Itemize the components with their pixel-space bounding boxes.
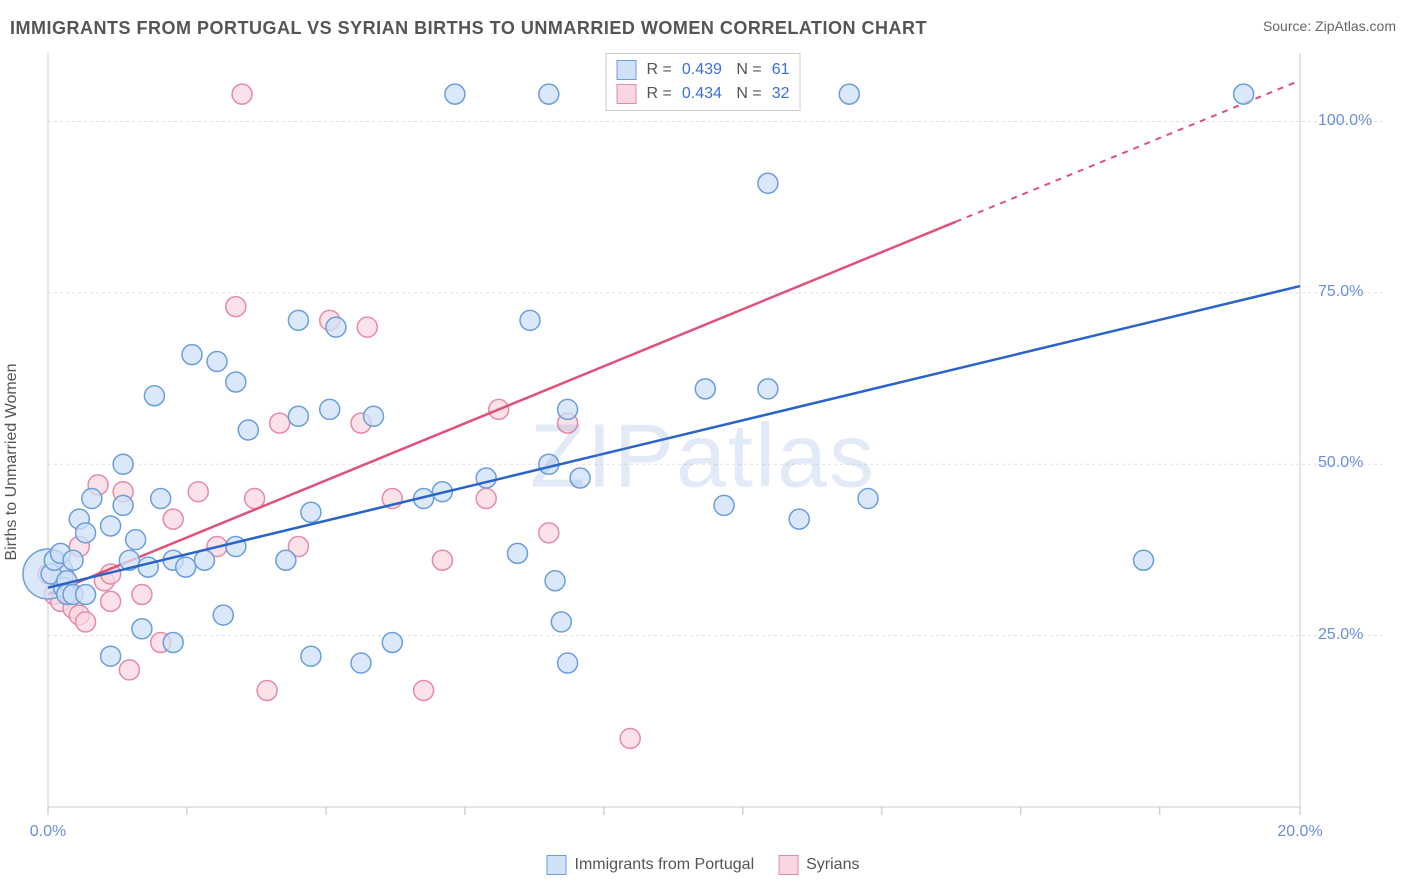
y-axis-label: Births to Unmarried Women [3, 363, 21, 560]
axis-tick-label: 20.0% [1277, 823, 1322, 841]
chart-title: IMMIGRANTS FROM PORTUGAL VS SYRIAN BIRTH… [10, 18, 927, 39]
corr-row-syrian: R = 0.434 N = 32 [617, 82, 790, 106]
legend-item-portugal: Immigrants from Portugal [547, 855, 755, 875]
source-name: ZipAtlas.com [1315, 18, 1396, 34]
r-label: R = [647, 61, 672, 79]
swatch-portugal [617, 60, 637, 80]
axis-tick-label: 100.0% [1318, 112, 1372, 130]
correlation-legend: R = 0.439 N = 61 R = 0.434 N = 32 [606, 53, 801, 111]
scatter-plot-svg [0, 47, 1406, 877]
legend-item-syrian: Syrians [778, 855, 859, 875]
r-label: R = [647, 85, 672, 103]
n-label: N = [732, 61, 762, 79]
n-label: N = [732, 85, 762, 103]
swatch-syrian [778, 855, 798, 875]
corr-row-portugal: R = 0.439 N = 61 [617, 58, 790, 82]
source-label: Source: [1263, 18, 1315, 34]
axis-tick-label: 25.0% [1318, 626, 1363, 644]
source-attribution: Source: ZipAtlas.com [1263, 18, 1396, 34]
axis-tick-label: 50.0% [1318, 454, 1363, 472]
chart-container: Births to Unmarried Women ZIPatlas R = 0… [0, 47, 1406, 877]
axis-tick-label: 75.0% [1318, 283, 1363, 301]
r-value-portugal: 0.439 [682, 61, 722, 79]
legend-label-syrian: Syrians [806, 856, 859, 874]
axis-tick-label: 0.0% [30, 823, 66, 841]
legend-label-portugal: Immigrants from Portugal [575, 856, 755, 874]
r-value-syrian: 0.434 [682, 85, 722, 103]
chart-header: IMMIGRANTS FROM PORTUGAL VS SYRIAN BIRTH… [0, 0, 1406, 47]
series-legend: Immigrants from Portugal Syrians [547, 855, 860, 875]
n-value-syrian: 32 [772, 85, 790, 103]
swatch-portugal [547, 855, 567, 875]
n-value-portugal: 61 [772, 61, 790, 79]
swatch-syrian [617, 84, 637, 104]
